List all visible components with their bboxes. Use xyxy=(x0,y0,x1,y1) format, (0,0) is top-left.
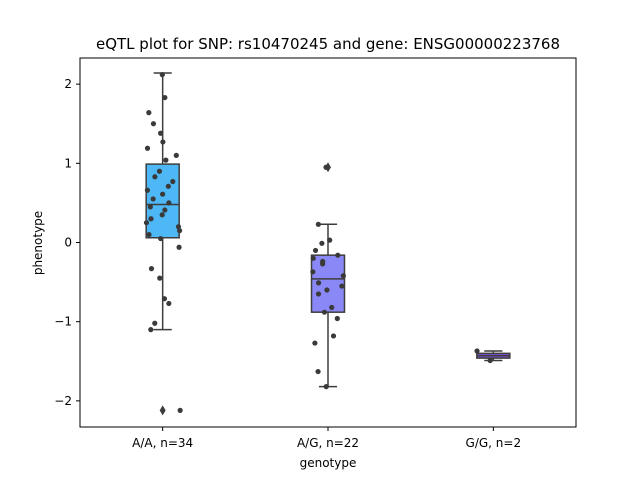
data-point xyxy=(177,407,183,413)
data-point xyxy=(150,196,156,202)
data-point xyxy=(166,200,172,206)
plot-area: 2 1 0 −1 −2 A/A, n=34 A/G, n=22 G/G, n=2 xyxy=(54,72,521,450)
data-point xyxy=(327,237,333,243)
data-point xyxy=(163,157,169,163)
data-point xyxy=(158,130,164,136)
data-point xyxy=(148,216,154,222)
data-point xyxy=(334,315,340,322)
data-point xyxy=(165,183,171,189)
data-point xyxy=(157,275,163,281)
data-point xyxy=(315,368,321,375)
data-point xyxy=(321,309,328,315)
data-point xyxy=(150,121,157,127)
data-point xyxy=(474,348,480,354)
data-point xyxy=(176,228,183,234)
data-point xyxy=(315,291,322,297)
data-point xyxy=(166,300,172,307)
data-point xyxy=(162,207,168,213)
data-point xyxy=(159,212,165,218)
data-point xyxy=(324,287,330,293)
data-point xyxy=(148,327,154,333)
outlier-marker xyxy=(159,405,166,416)
data-point xyxy=(146,231,152,238)
x-tick-label: G/G, n=2 xyxy=(466,436,522,450)
data-point xyxy=(160,139,166,145)
data-point xyxy=(339,283,345,289)
axes-frame xyxy=(79,57,577,428)
x-axis-label: genotype xyxy=(300,456,357,470)
data-point xyxy=(170,178,176,185)
data-point xyxy=(148,266,155,272)
data-point xyxy=(340,273,346,279)
data-point xyxy=(312,340,318,346)
data-point xyxy=(144,145,151,151)
chart-title: eQTL plot for SNP: rs10470245 and gene: … xyxy=(96,35,560,53)
x-tick-label: A/G, n=22 xyxy=(297,436,359,450)
data-point xyxy=(147,204,153,210)
y-axis-label: phenotype xyxy=(31,211,45,275)
data-point xyxy=(320,261,326,267)
data-point xyxy=(487,357,493,364)
data-point xyxy=(335,252,341,258)
data-point xyxy=(152,320,158,326)
data-point xyxy=(159,72,165,78)
data-point xyxy=(310,269,316,275)
y-tick-label: 1 xyxy=(64,156,72,170)
data-point xyxy=(146,110,152,116)
data-point xyxy=(315,221,321,227)
data-point xyxy=(329,304,335,311)
y-tick-label: 2 xyxy=(64,77,72,91)
data-point xyxy=(162,94,168,101)
data-point xyxy=(173,152,179,158)
data-point xyxy=(144,187,151,193)
data-point xyxy=(330,333,337,339)
data-point xyxy=(323,384,329,390)
y-tick-label: 0 xyxy=(64,236,72,250)
y-tick-label: −1 xyxy=(54,315,72,329)
data-point xyxy=(319,240,325,246)
data-point xyxy=(158,235,164,242)
data-point xyxy=(312,247,319,254)
data-point xyxy=(176,244,182,250)
box xyxy=(145,163,180,239)
data-point xyxy=(315,280,322,286)
data-point xyxy=(152,174,158,180)
data-point xyxy=(310,255,316,261)
x-tick-label: A/A, n=34 xyxy=(132,436,193,450)
data-point xyxy=(156,168,163,174)
data-point xyxy=(161,296,168,302)
data-point xyxy=(323,164,329,170)
data-point xyxy=(175,224,182,230)
data-point xyxy=(160,191,166,197)
data-point xyxy=(143,220,150,226)
y-tick-label: −2 xyxy=(54,394,72,408)
